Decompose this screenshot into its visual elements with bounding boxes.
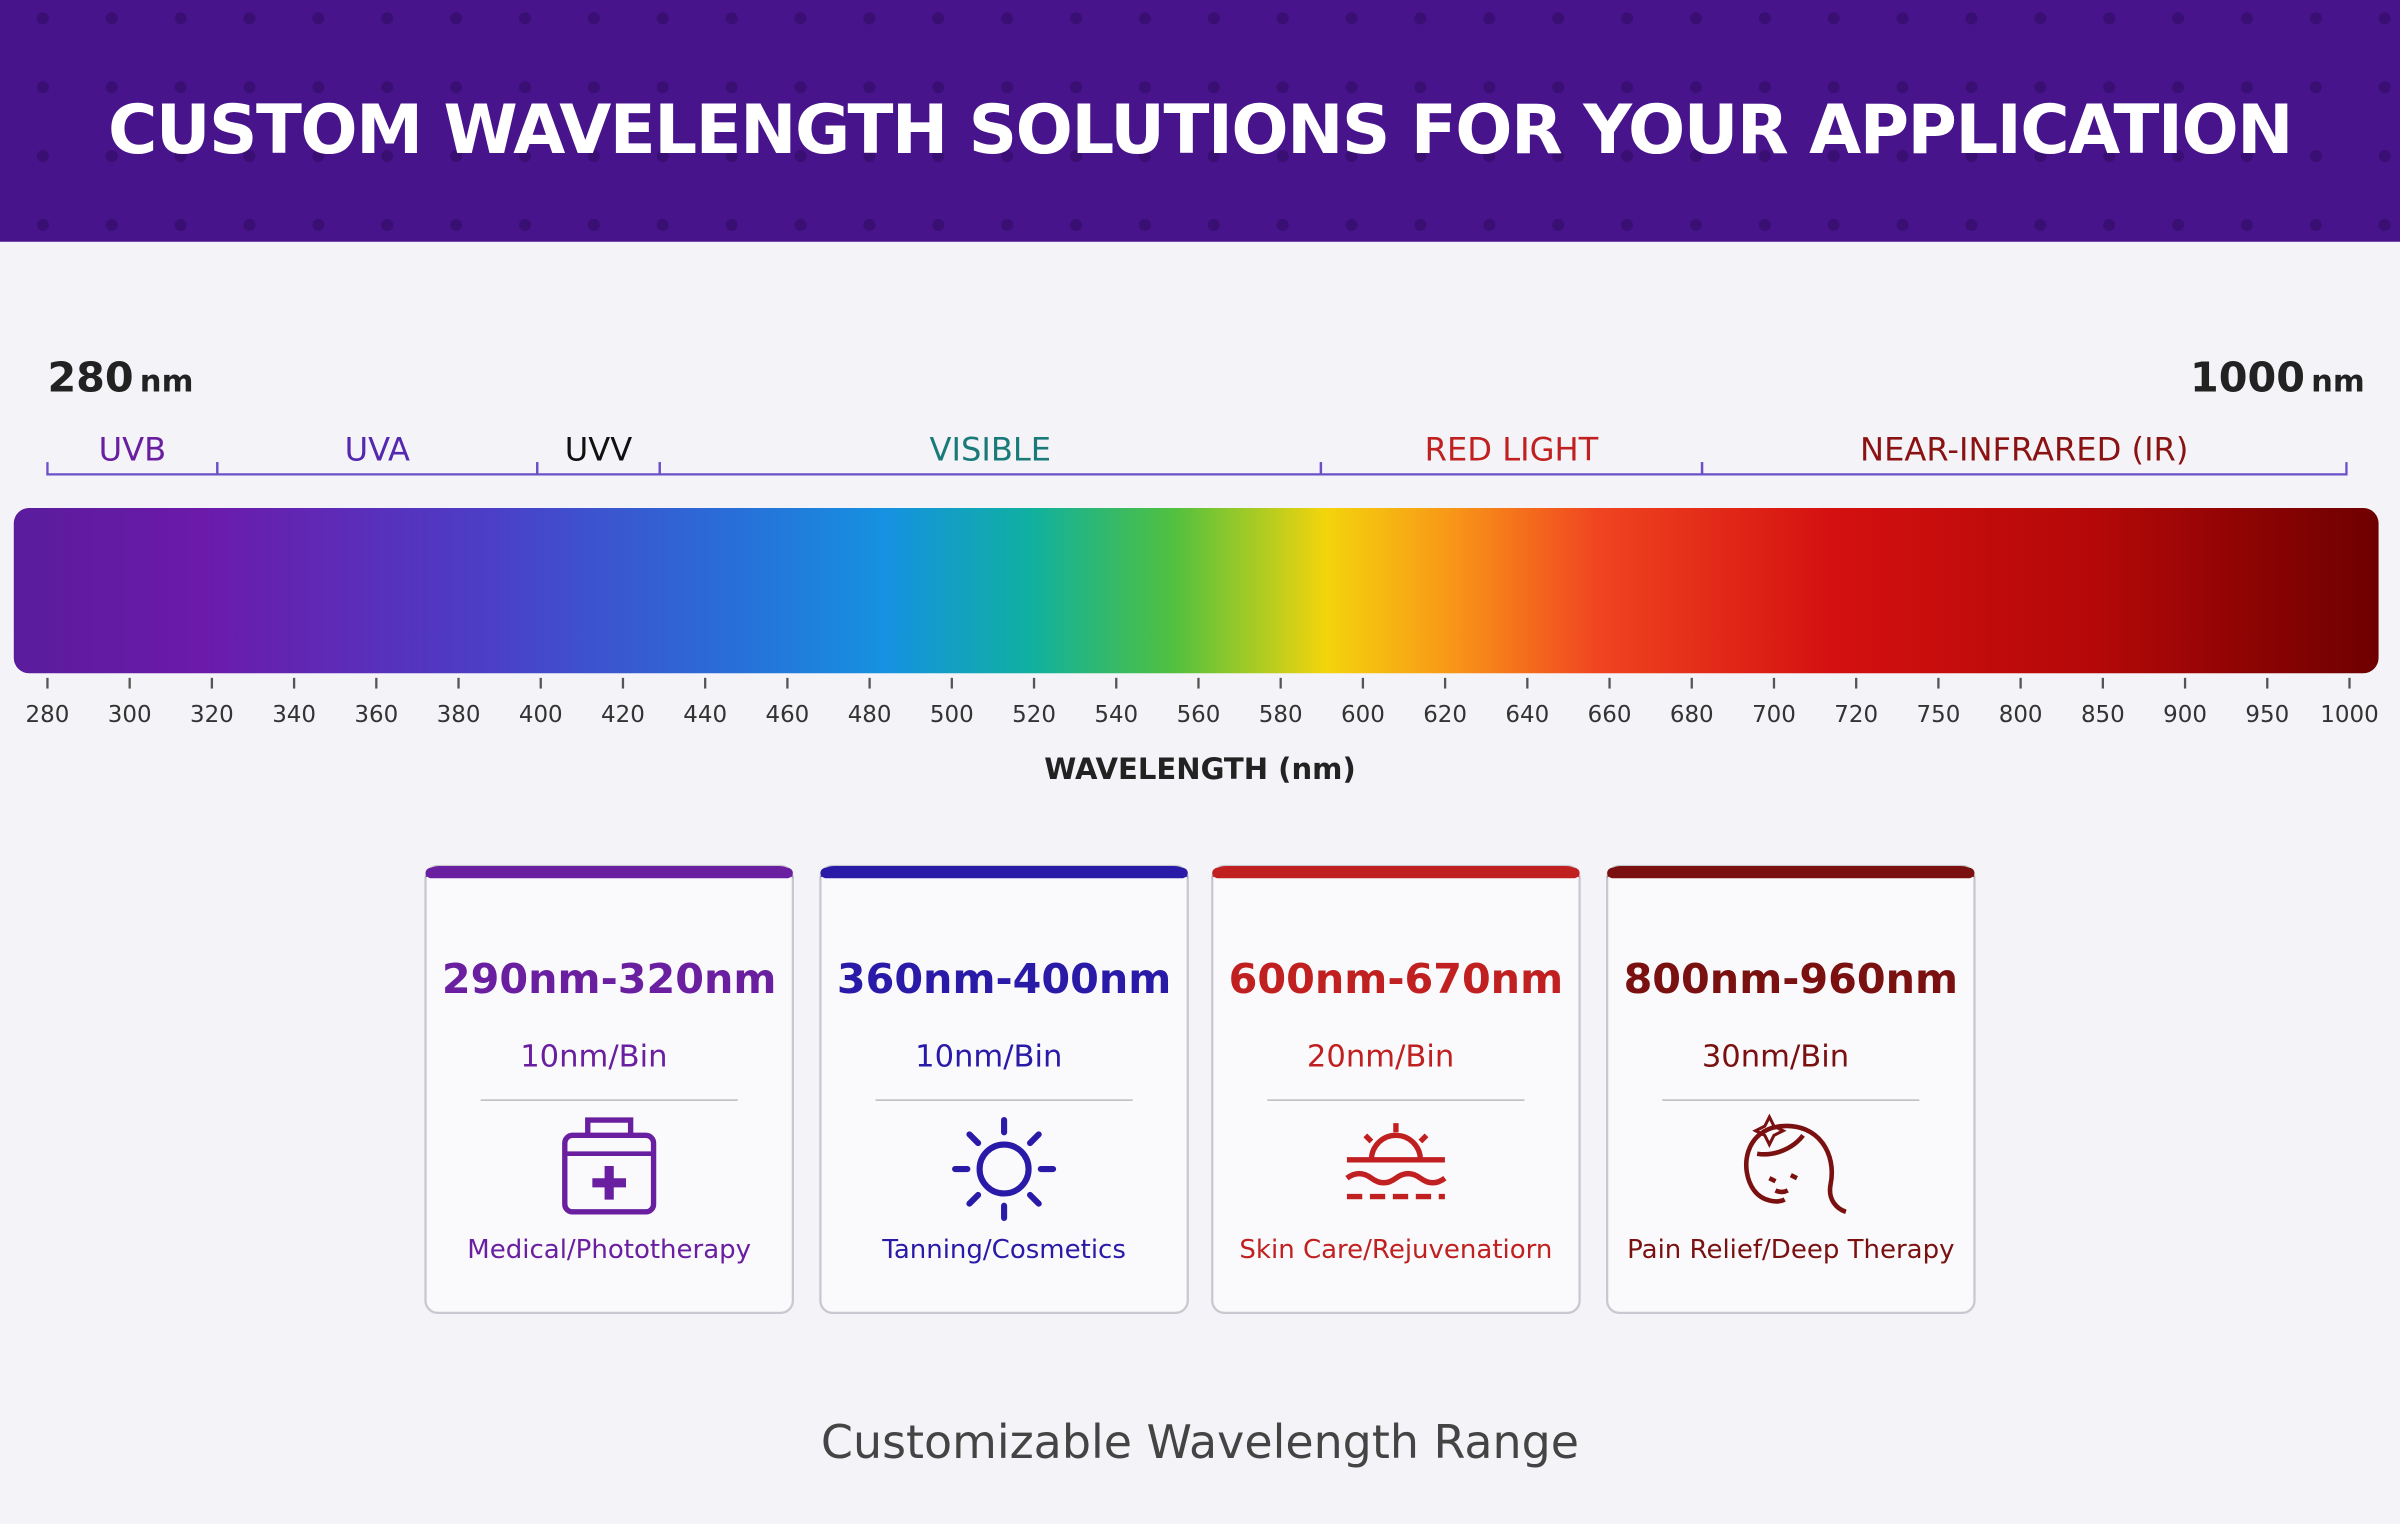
tick-label: 400 [519, 702, 563, 728]
header-dots [0, 0, 2400, 242]
tick-label: 680 [1670, 702, 1714, 728]
tick-label: 950 [2245, 702, 2289, 728]
end-value: 1000 [2190, 354, 2305, 402]
icon-shape [585, 1117, 634, 1136]
band-label: UVA [345, 431, 410, 469]
card: 360nm-400nm 10nm/Bin Tanning/Cosmetics [819, 864, 1189, 1314]
card: 600nm-670nm 20nm/Bin Skin Care/Rejuvenatio… [1211, 864, 1581, 1314]
icon-shape [592, 1165, 627, 1200]
end-label: 1000 nm [2190, 354, 2365, 402]
tick-label: 640 [1505, 702, 1549, 728]
start-value: 280 [47, 354, 133, 402]
icon-shape [1026, 1131, 1042, 1147]
band-label: UVV [565, 431, 633, 469]
band-label: UVB [99, 431, 167, 469]
tick-label: 700 [1752, 702, 1796, 728]
band-label: NEAR-INFRARED (IR) [1860, 431, 2188, 469]
spectrum-bar [13, 508, 2379, 674]
tick-label: 380 [437, 702, 481, 728]
card-top-strip [1212, 867, 1580, 879]
card: 800nm-960nm 30nm/Bin Pain Relief/Deep Ther… [1605, 864, 1976, 1314]
tick-label: 900 [2163, 702, 2207, 728]
tick-label: 660 [1588, 702, 1632, 728]
card-icon [1345, 1123, 1447, 1200]
tick-label: 320 [190, 702, 234, 728]
band-labels: UVB UVA UVV VISIBLE RED LIGHT NEAR-INFRARED (… [46, 431, 2348, 476]
card-icon [952, 1116, 1057, 1222]
start-label: 280 nm [47, 354, 193, 402]
card-range: 290nm-320nm [442, 955, 776, 1003]
cards: 290nm-320nm 10nm/Bin Medical/Phototherapy 3… [424, 864, 1976, 1314]
tick-label: 280 [26, 702, 70, 728]
tick-label: 360 [354, 702, 398, 728]
card-range: 800nm-960nm [1624, 955, 1958, 1003]
icon-shape [966, 1191, 982, 1207]
tick-label: 850 [2081, 702, 2125, 728]
card-top-strip [425, 867, 793, 879]
card-bin: 10nm/Bin [520, 1039, 667, 1074]
tick-label: 460 [765, 702, 809, 728]
tick-label: 600 [1341, 702, 1385, 728]
tick-label: 560 [1177, 702, 1221, 728]
card-top-strip [820, 867, 1188, 879]
icon-shape [1368, 1132, 1424, 1160]
tick-label: 540 [1094, 702, 1138, 728]
icon-shape [1752, 1113, 1787, 1148]
card-bin: 10nm/Bin [915, 1039, 1062, 1074]
icon-shape [562, 1132, 657, 1215]
card-application: Pain Relief/Deep Therapy [1627, 1235, 1954, 1265]
icon-shape [1345, 1170, 1447, 1186]
card-application: Skin Care/Rejuvenatiorn [1239, 1235, 1552, 1265]
tick-label: 720 [1834, 702, 1878, 728]
icon-shape [1744, 1123, 1847, 1215]
icon-shape [966, 1131, 982, 1147]
axis-label: WAVELENGTH (nm) [1044, 752, 1356, 786]
tick-label: 750 [1917, 702, 1961, 728]
card-bin: 30nm/Bin [1702, 1039, 1849, 1074]
tick-label: 500 [930, 702, 974, 728]
end-unit: nm [2311, 365, 2365, 400]
card-range: 360nm-400nm [837, 955, 1171, 1003]
band-bracket [1700, 462, 2348, 476]
tick-label: 340 [272, 702, 316, 728]
start-unit: nm [140, 365, 194, 400]
tick-label: 480 [848, 702, 892, 728]
tick-label: 800 [1999, 702, 2043, 728]
card-application: Tanning/Cosmetics [881, 1235, 1126, 1265]
card-icon [1744, 1113, 1847, 1215]
tick-label: 620 [1423, 702, 1467, 728]
tick-label: 520 [1012, 702, 1056, 728]
icon-shape [976, 1141, 1032, 1197]
tick-label: 300 [108, 702, 152, 728]
card-bin: 20nm/Bin [1307, 1039, 1454, 1074]
tick-label: 440 [683, 702, 727, 728]
card-top-strip [1607, 867, 1975, 879]
header-title: CUSTOM WAVELENGTH SOLUTIONS FOR YOUR APP… [108, 91, 2292, 169]
card-application: Medical/Phototherapy [467, 1235, 751, 1265]
footer-caption: Customizable Wavelength Range [821, 1415, 1579, 1469]
tick-label: 420 [601, 702, 645, 728]
band-label: VISIBLE [930, 431, 1052, 469]
icon-shape [1346, 1123, 1445, 1163]
tick-label: 580 [1259, 702, 1303, 728]
tick-axis: 280 300 320 340 360 380 400 420 440 460 480 500 520 5… [26, 677, 2379, 728]
card: 290nm-320nm 10nm/Bin Medical/Phototherapy [424, 864, 795, 1314]
tick-label: 1000 [2320, 702, 2378, 728]
icon-shape [1026, 1191, 1042, 1207]
band-label: RED LIGHT [1425, 431, 1599, 469]
card-range: 600nm-670nm [1229, 955, 1563, 1003]
card-icon [562, 1117, 657, 1215]
